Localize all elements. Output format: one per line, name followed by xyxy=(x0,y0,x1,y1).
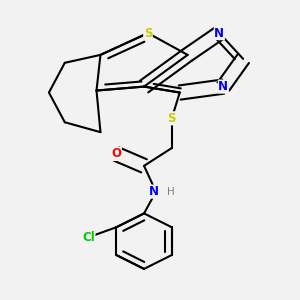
Text: O: O xyxy=(111,148,121,160)
Text: Cl: Cl xyxy=(82,231,95,244)
Text: S: S xyxy=(167,112,176,125)
Text: H: H xyxy=(167,187,175,196)
Text: S: S xyxy=(144,27,152,40)
Text: N: N xyxy=(149,185,159,198)
Text: N: N xyxy=(214,27,224,40)
Text: N: N xyxy=(218,80,228,93)
